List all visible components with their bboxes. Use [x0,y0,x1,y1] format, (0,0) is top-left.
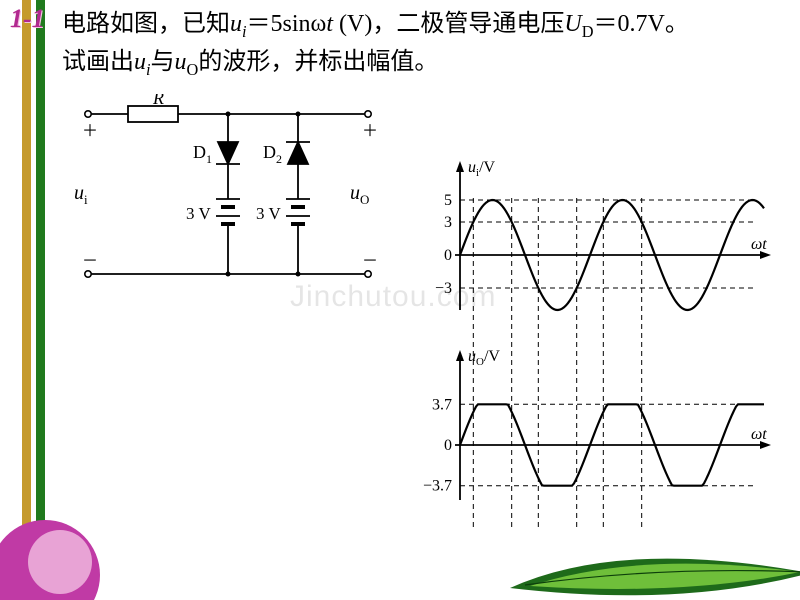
txt: 电路如图，已知 [62,11,230,37]
label-D2: D2 [263,142,282,166]
svg-text:3: 3 [444,214,452,231]
txt: ＝0.7V。 [593,11,688,37]
waveform-plot: 5 3 0 −3 ui/V ωt 3.7 0 −3.7 uO/V ωt [395,155,785,555]
svg-text:uO/V: uO/V [468,348,500,368]
label-3V-b: 3 V [256,204,281,223]
label-3V-a: 3 V [186,204,211,223]
svg-text:0: 0 [444,437,452,454]
label-R: R [152,94,164,108]
label-D1: D1 [193,142,212,166]
txt: 试画出 [62,49,134,75]
txt: 的波形，并标出幅值。 [198,49,438,75]
svg-text:ωt: ωt [751,426,767,443]
var-uo-sub: O [187,60,199,79]
var-ui: u [134,49,146,75]
svg-text:ωt: ωt [751,236,767,253]
svg-text:−3.7: −3.7 [423,478,452,495]
txt: ＝5sinω [247,11,327,37]
var-ud-sub: D [582,22,594,41]
svg-text:5: 5 [444,192,452,209]
svg-text:−3: −3 [435,280,452,297]
var-ud: U [564,11,581,37]
problem-number: 1-1 [10,4,45,34]
var-uo: u [175,49,187,75]
problem-text: 电路如图，已知ui＝5sinωt (V)，二极管导通电压UD＝0.7V。 试画出… [62,6,772,82]
corner-circle [0,510,110,600]
label-uo: uO [350,182,369,207]
txt: 与 [151,49,175,75]
label-ui: ui [74,182,88,207]
plus-r: ＋ [362,123,378,140]
minus-r: － [362,253,378,270]
svg-text:ui/V: ui/V [468,159,496,179]
var-ui: u [230,11,242,37]
svg-text:3.7: 3.7 [432,396,452,413]
plus-l: ＋ [82,123,98,140]
slide: 1-1 电路如图，已知ui＝5sinωt (V)，二极管导通电压UD＝0.7V。… [0,0,800,600]
svg-text:0: 0 [444,247,452,264]
minus-l: － [82,253,98,270]
txt: (V)，二极管导通电压 [333,11,564,37]
circuit-diagram: R D1 D2 3 V 3 V ui uO ＋ － ＋ － [68,94,388,304]
